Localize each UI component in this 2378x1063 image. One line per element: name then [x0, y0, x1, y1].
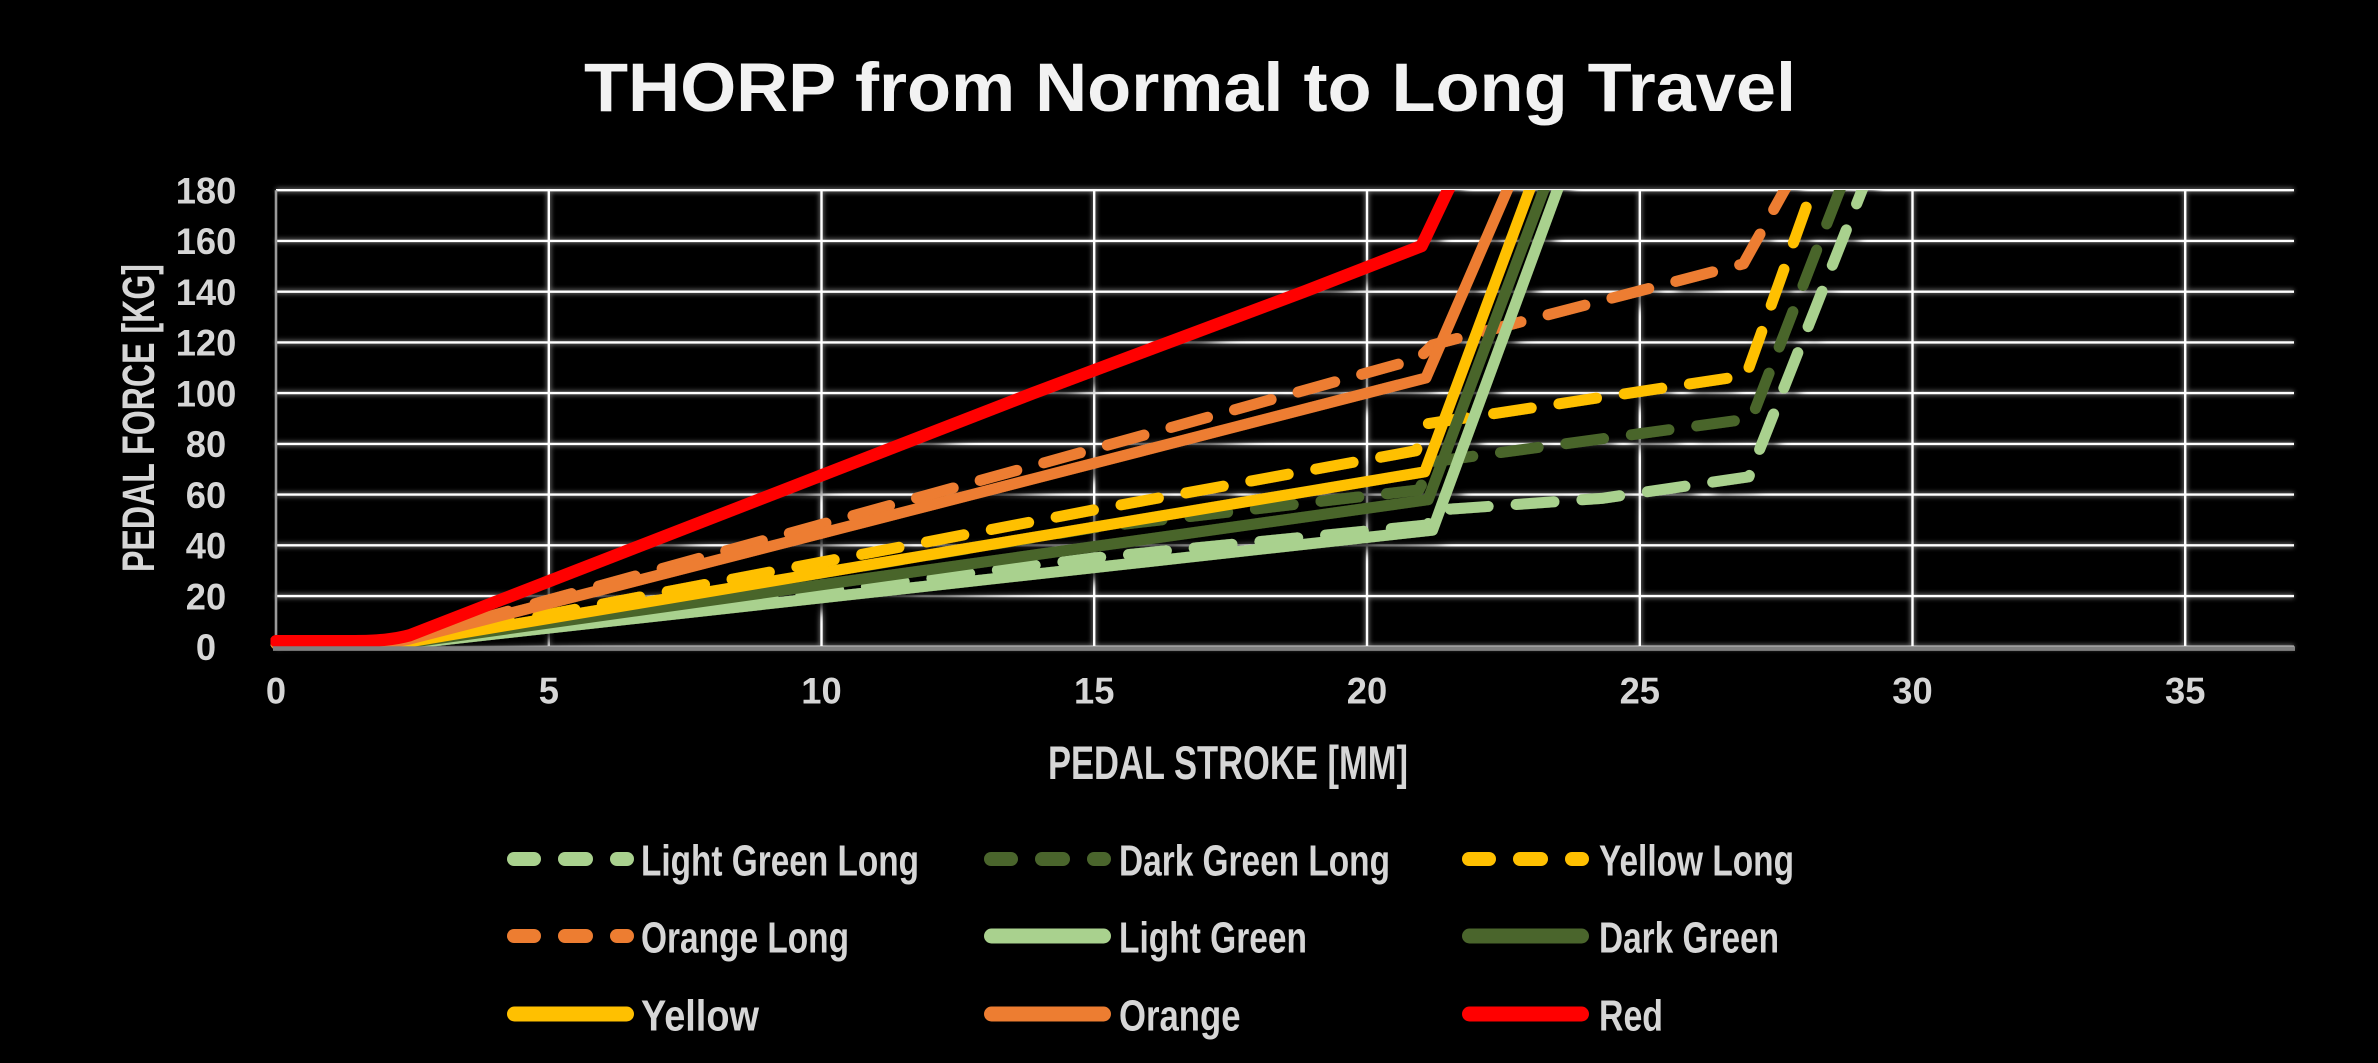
svg-text:Orange: Orange: [1119, 992, 1241, 1041]
svg-text:Light Green: Light Green: [1119, 914, 1307, 963]
svg-text:Light Green Long: Light Green Long: [641, 837, 919, 886]
svg-text:0: 0: [266, 671, 286, 712]
svg-text:Dark Green Long: Dark Green Long: [1119, 837, 1390, 886]
svg-text:Red: Red: [1599, 992, 1663, 1041]
svg-text:0: 0: [196, 627, 216, 668]
svg-text:Yellow Long: Yellow Long: [1599, 837, 1794, 886]
svg-text:60: 60: [186, 475, 226, 516]
svg-text:PEDAL FORCE [KG]: PEDAL FORCE [KG]: [113, 264, 164, 572]
svg-text:100: 100: [176, 373, 237, 414]
svg-text:120: 120: [176, 323, 237, 364]
svg-text:15: 15: [1074, 671, 1114, 712]
svg-text:25: 25: [1620, 671, 1660, 712]
svg-text:Orange Long: Orange Long: [641, 914, 849, 963]
svg-text:35: 35: [2165, 671, 2205, 712]
svg-text:180: 180: [176, 170, 237, 211]
svg-text:Yellow: Yellow: [641, 992, 760, 1041]
svg-text:5: 5: [539, 671, 559, 712]
svg-text:20: 20: [186, 576, 226, 617]
svg-text:140: 140: [176, 272, 237, 313]
svg-text:80: 80: [186, 424, 226, 465]
svg-text:Dark Green: Dark Green: [1599, 914, 1779, 963]
svg-text:40: 40: [186, 526, 226, 567]
svg-text:PEDAL STROKE [MM]: PEDAL STROKE [MM]: [1048, 736, 1408, 789]
svg-text:THORP from Normal to Long Trav: THORP from Normal to Long Travel: [584, 49, 1796, 126]
svg-text:160: 160: [176, 221, 237, 262]
svg-text:10: 10: [801, 671, 841, 712]
svg-text:20: 20: [1347, 671, 1387, 712]
svg-text:30: 30: [1892, 671, 1932, 712]
